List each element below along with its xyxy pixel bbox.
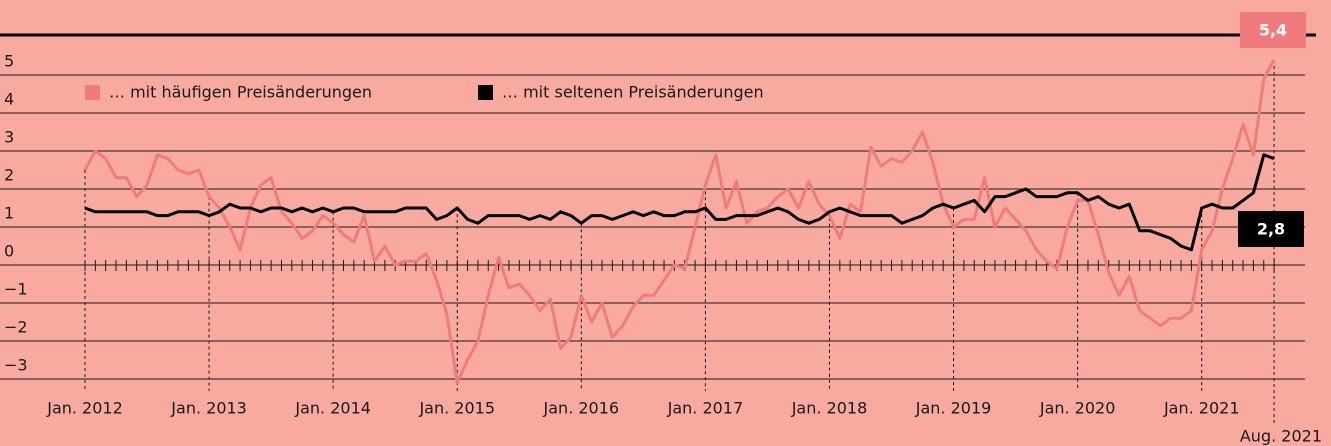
x-tick-label: Jan. 2019: [915, 399, 992, 418]
y-tick-label: 4: [4, 90, 14, 109]
x-tick-label: Aug. 2021: [1240, 427, 1322, 446]
x-tick-label: Jan. 2018: [791, 399, 868, 418]
series-line: [83, 59, 1276, 385]
legend-swatch: [85, 85, 100, 100]
y-tick-label: −3: [4, 356, 28, 375]
y-tick-label: 1: [4, 204, 14, 223]
legend-label: … mit häufigen Preisänderungen: [109, 83, 372, 102]
series-line: [84, 153, 1275, 252]
y-tick-label: −1: [4, 280, 28, 299]
y-tick-label: 3: [4, 128, 14, 147]
value-label-box: [1240, 12, 1306, 48]
x-tick-label: Jan. 2020: [1039, 399, 1116, 418]
legend-label: … mit seltenen Preisänderungen: [502, 83, 764, 102]
x-tick-label: Jan. 2012: [46, 399, 123, 418]
x-tick-label: Jan. 2017: [667, 399, 744, 418]
value-label: 2,8: [1257, 220, 1285, 239]
x-tick-label: Jan. 2016: [543, 399, 620, 418]
value-label: 5,4: [1259, 21, 1287, 40]
y-tick-label: 2: [4, 166, 14, 185]
y-tick-label: 5: [4, 52, 14, 71]
x-tick-label: Jan. 2013: [170, 399, 247, 418]
x-tick-label: Jan. 2015: [418, 399, 495, 418]
y-tick-label: −2: [4, 318, 28, 337]
x-tick-label: Jan. 2021: [1163, 399, 1240, 418]
value-label-box: [1238, 211, 1304, 247]
legend-swatch: [478, 85, 493, 100]
y-tick-label: 0: [4, 242, 14, 261]
x-tick-label: Jan. 2014: [294, 399, 371, 418]
